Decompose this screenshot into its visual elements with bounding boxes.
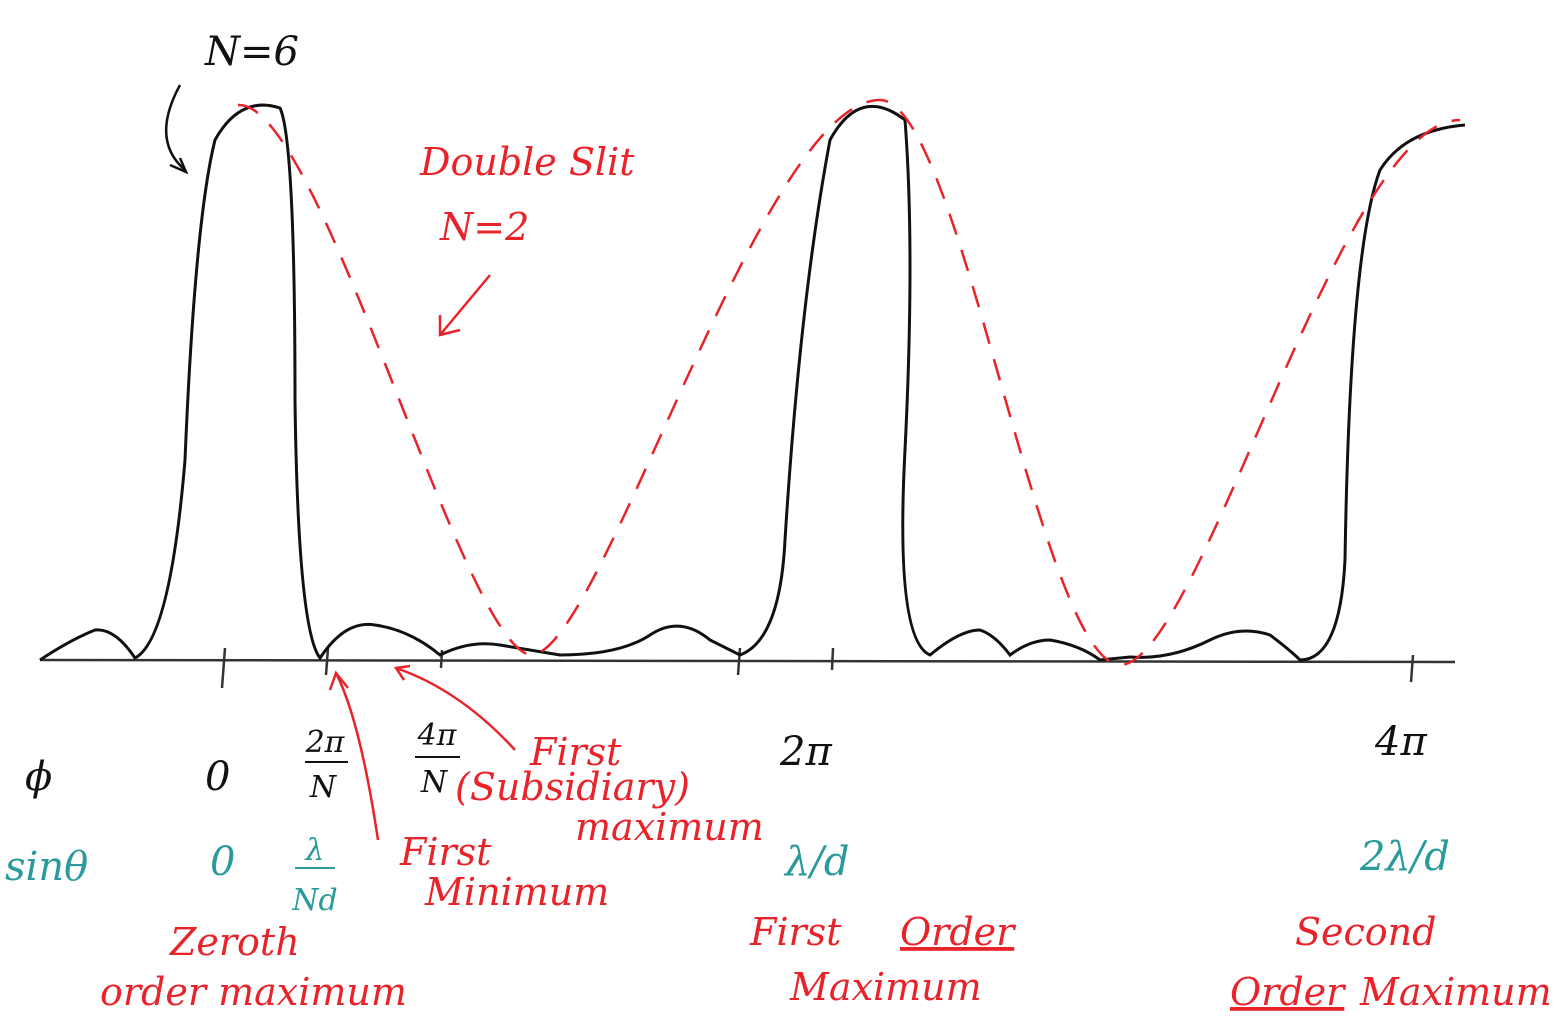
order-label: Second <box>1295 910 1436 954</box>
arrow <box>166 85 186 172</box>
n2-label: N=2 <box>439 205 529 249</box>
n6-curve <box>40 105 1465 660</box>
tick <box>222 648 225 688</box>
double-slit-curve <box>238 100 1460 665</box>
frac-num: 4π <box>417 718 458 753</box>
callout: Minimum <box>424 870 609 914</box>
order-label: order maximum <box>100 970 407 1014</box>
baseline <box>40 660 1455 662</box>
sin-label: sinθ <box>5 844 88 890</box>
order-label: Maximum <box>789 965 982 1009</box>
order-label: Zeroth <box>169 920 300 964</box>
callout: maximum <box>575 805 764 849</box>
order-label: Maximum <box>1359 970 1552 1014</box>
frac-den: N <box>420 765 449 800</box>
tick <box>1411 655 1413 682</box>
phi-4pi: 4π <box>1374 719 1427 765</box>
sin-2lambda-d: 2λ/d <box>1359 834 1450 880</box>
n6-label: N=6 <box>204 29 299 75</box>
order-label: Order <box>900 910 1017 954</box>
axis <box>40 648 1455 688</box>
order-label: Order <box>1230 970 1347 1014</box>
order-label: First <box>749 910 842 954</box>
frac-num: 2π <box>305 725 346 760</box>
frac-num: λ <box>304 833 324 868</box>
phi-label: ϕ <box>25 754 52 800</box>
frac-den: Nd <box>291 883 337 918</box>
phi-zero: 0 <box>205 754 230 800</box>
tick <box>326 648 328 675</box>
sin-zero: 0 <box>210 839 235 885</box>
double-slit-label: Double Slit <box>419 140 635 184</box>
callout: (Subsidiary) <box>455 765 690 809</box>
tick <box>832 648 833 670</box>
callout: First <box>399 830 492 874</box>
frac-den: N <box>309 770 338 805</box>
tick <box>738 648 740 675</box>
phi-2pi: 2π <box>779 729 832 775</box>
diagram: N=6 Double Slit N=2 ϕ 0 2π N 4π N 2π 4π … <box>0 0 1562 1025</box>
sin-lambda-d: λ/d <box>783 839 849 885</box>
arrow <box>440 275 490 335</box>
